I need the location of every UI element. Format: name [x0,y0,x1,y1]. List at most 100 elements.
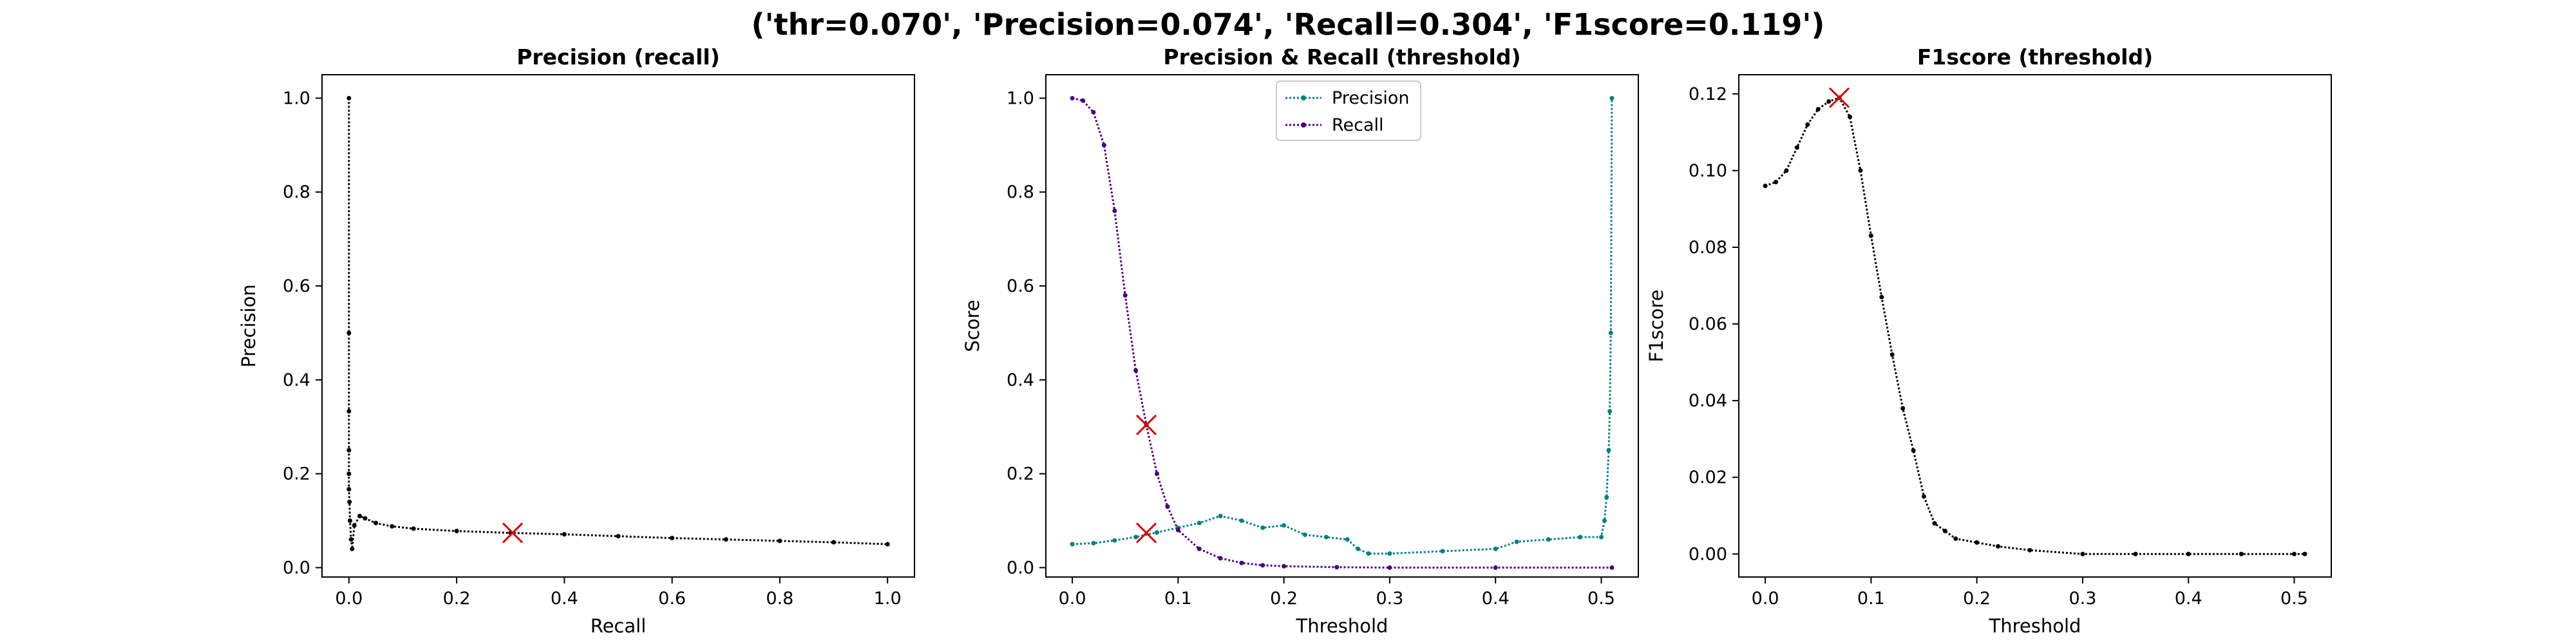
data-point [1133,535,1139,540]
data-point [1763,184,1768,189]
x-tick-label: 0.1 [1857,589,1885,609]
series-line-1 [348,98,888,550]
y-tick-label: 1.0 [1007,88,1034,108]
legend-marker [1301,122,1306,128]
x-tick-label: 0.2 [443,589,471,609]
x-tick-label: 0.5 [1587,589,1615,609]
x-tick-label: 0.1 [1164,589,1192,609]
data-point [777,538,782,544]
y-tick-label: 1.0 [283,88,310,108]
data-point [1794,145,1799,150]
axes-frame [1738,74,2332,578]
y-tick-label: 0.10 [1689,161,1727,181]
data-point [1911,448,1916,453]
data-point [1599,535,1604,540]
panel-title: Precision & Recall (threshold) [1163,44,1520,70]
chart-panel-2: Precision & Recall (threshold) 0.0 0.1 0.2 0… [961,44,1639,637]
data-point [1112,538,1117,543]
data-point [1826,99,1832,104]
data-point [1356,546,1361,551]
y-tick-label: 0.12 [1689,84,1727,104]
data-point [1218,556,1223,561]
marker-x [1829,87,1850,108]
data-point [1609,565,1615,570]
axes-frame [321,74,915,578]
y-tick-label: 0.0 [1007,558,1034,578]
data-point [346,330,352,336]
data-point [1133,368,1139,373]
data-point [1387,551,1392,556]
y-tick-label: 0.00 [1689,544,1727,564]
data-point [1197,520,1202,526]
data-point [1784,168,1789,173]
y-tick-label: 0.06 [1689,314,1727,334]
data-point [562,532,567,537]
data-point [1848,114,1852,119]
data-point [1112,208,1117,213]
x-tick-label: 0.8 [766,589,793,609]
data-point [616,534,621,539]
data-point [1323,535,1329,540]
data-point [1546,537,1551,542]
data-point [1493,565,1498,570]
data-point [1282,564,1287,569]
data-point [1440,549,1445,554]
data-point [1366,551,1371,556]
data-point [1239,518,1244,524]
legend-marker [1301,95,1306,100]
data-point [1155,471,1159,477]
data-point [346,409,352,414]
data-point [2302,551,2307,556]
x-axis-label: Recall [591,615,647,637]
data-point [2027,547,2032,553]
data-point [1606,448,1611,453]
data-point [885,542,890,547]
x-tick-label: 0.3 [1376,589,1403,609]
series-line-recall [1072,97,1612,569]
data-point [1122,293,1128,298]
figure-title: ('thr=0.070', 'Precision=0.074', 'Recall… [752,7,1825,42]
x-tick-label: 1.0 [874,589,902,609]
data-point [1334,565,1340,570]
y-tick-label: 0.04 [1689,391,1727,411]
y-tick-label: 0.2 [283,464,310,484]
data-point [1260,525,1265,530]
data-point [1091,109,1096,115]
data-point [1805,122,1810,127]
data-point [1608,330,1613,336]
series-line-precision [1072,98,1613,555]
data-point [1070,542,1075,547]
marker-stroke [1136,522,1157,544]
x-tick-label: 0.4 [1482,589,1510,609]
x-tick-label: 0.2 [1270,589,1298,609]
data-point [346,487,352,492]
x-tick-label: 0.5 [2280,589,2308,609]
data-point [347,518,352,524]
marker-x [502,522,524,544]
data-point [1578,535,1583,540]
x-tick-label: 0.6 [658,589,686,609]
data-point [1175,527,1180,533]
data-point [723,537,728,542]
y-tick-label: 0.2 [1007,464,1034,484]
marker-stroke [502,522,524,544]
data-point [1260,563,1265,568]
series-line-1 [1765,97,2305,555]
data-point [1922,494,1926,499]
data-point [1607,409,1613,414]
data-point [1091,541,1096,546]
data-point [1387,565,1392,570]
marker-x [1136,522,1157,544]
data-point [1879,294,1884,299]
data-point [374,520,379,526]
data-point [357,513,363,518]
panel-title: F1score (threshold) [1917,44,2153,70]
x-tick-label: 0.3 [2069,589,2096,609]
data-point [831,540,837,545]
x-axis-label: Threshold [1296,615,1388,637]
y-tick-label: 0.4 [283,370,310,390]
data-point [2186,551,2191,556]
y-tick-label: 0.8 [283,182,310,202]
data-point [1975,540,1980,545]
